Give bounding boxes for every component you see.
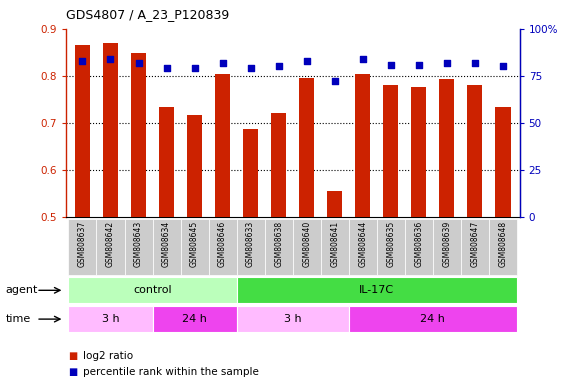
Bar [131,53,146,384]
Point [78,58,87,64]
Text: GSM808643: GSM808643 [134,220,143,267]
Bar [236,277,517,303]
Text: 3 h: 3 h [102,314,119,324]
Bar [152,306,236,332]
Bar [467,85,482,384]
Text: percentile rank within the sample: percentile rank within the sample [83,367,259,377]
Text: GSM808638: GSM808638 [274,220,283,266]
Bar [103,43,118,384]
Bar [293,219,321,275]
Text: GSM808633: GSM808633 [246,220,255,267]
Point [162,65,171,71]
Point [358,56,367,62]
Bar [383,85,399,384]
Bar [264,219,293,275]
Bar [236,219,264,275]
Point [190,65,199,71]
Bar [411,87,427,384]
Text: GSM808648: GSM808648 [498,220,507,266]
Text: GSM808634: GSM808634 [162,220,171,267]
Bar [96,219,124,275]
Point [442,60,451,66]
Bar [159,107,174,384]
Text: GSM808636: GSM808636 [414,220,423,267]
Bar [433,219,461,275]
Point [106,56,115,62]
Point [218,60,227,66]
Point [498,63,508,70]
Point [274,63,283,70]
Text: GSM808647: GSM808647 [471,220,479,267]
Text: 3 h: 3 h [284,314,301,324]
Bar [152,219,180,275]
Bar [69,219,96,275]
Bar [439,79,455,384]
Point [302,58,311,64]
Text: ■: ■ [69,367,78,377]
Point [330,78,339,84]
Bar [69,277,236,303]
Text: GSM808641: GSM808641 [330,220,339,266]
Text: GSM808639: GSM808639 [443,220,451,267]
Text: GSM808642: GSM808642 [106,220,115,266]
Bar [327,190,343,384]
Point [386,61,395,68]
Bar [243,129,258,384]
Bar [271,113,286,384]
Bar [461,219,489,275]
Point [470,60,479,66]
Bar [321,219,349,275]
Text: control: control [133,285,172,295]
Text: agent: agent [6,285,38,295]
Text: GDS4807 / A_23_P120839: GDS4807 / A_23_P120839 [66,8,229,21]
Bar [180,219,208,275]
Bar [355,74,371,384]
Bar [215,74,230,384]
Bar [495,108,510,384]
Bar [208,219,236,275]
Text: GSM808644: GSM808644 [358,220,367,267]
Bar [349,219,377,275]
Text: 24 h: 24 h [420,314,445,324]
Bar [377,219,405,275]
Text: GSM808645: GSM808645 [190,220,199,267]
Point [246,65,255,71]
Text: GSM808635: GSM808635 [386,220,395,267]
Point [414,61,423,68]
Text: ■: ■ [69,351,78,361]
Bar [69,306,152,332]
Bar [405,219,433,275]
Text: GSM808640: GSM808640 [302,220,311,267]
Text: GSM808637: GSM808637 [78,220,87,267]
Point [134,60,143,66]
Bar [187,115,202,384]
Bar [124,219,152,275]
Bar [236,306,349,332]
Text: 24 h: 24 h [182,314,207,324]
Bar [75,45,90,384]
Text: IL-17C: IL-17C [359,285,394,295]
Bar [349,306,517,332]
Bar [299,78,315,384]
Text: log2 ratio: log2 ratio [83,351,133,361]
Text: GSM808646: GSM808646 [218,220,227,267]
Text: time: time [6,314,31,324]
Bar [489,219,517,275]
